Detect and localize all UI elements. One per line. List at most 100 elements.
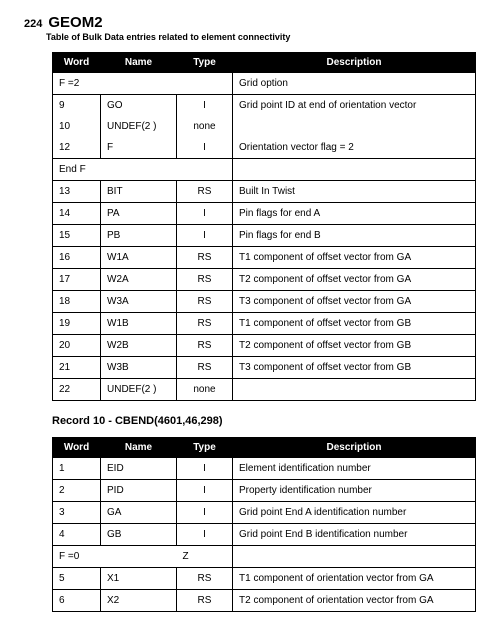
th-name: Name	[101, 438, 177, 458]
cell-desc: T1 component of offset vector from GA	[233, 247, 476, 269]
page-number: 224	[24, 18, 42, 30]
cell-type: RS	[177, 181, 233, 203]
table-row: 19 W1B RS T1 component of offset vector …	[53, 313, 476, 335]
th-word: Word	[53, 53, 101, 73]
cell-name: UNDEF(2 )	[101, 379, 177, 401]
cell-name: W1B	[101, 313, 177, 335]
cell-desc: Pin flags for end B	[233, 225, 476, 247]
group-spacer	[101, 159, 177, 181]
table-row: 18 W3A RS T3 component of offset vector …	[53, 291, 476, 313]
cell-word: 14	[53, 203, 101, 225]
cell-word: 18	[53, 291, 101, 313]
cell-type: I	[177, 480, 233, 502]
group-spacer	[177, 159, 233, 181]
cell-desc: T2 component of offset vector from GB	[233, 335, 476, 357]
table-cbend: Word Name Type Description 1 EID I Eleme…	[52, 437, 476, 612]
table-row: 21 W3B RS T3 component of offset vector …	[53, 357, 476, 379]
table-row: 4 GB I Grid point End B identification n…	[53, 524, 476, 546]
cell-desc: Grid point End B identification number	[233, 524, 476, 546]
cell-name: X1	[101, 568, 177, 590]
cell-type: I	[177, 225, 233, 247]
cell-word: 6	[53, 590, 101, 612]
th-desc: Description	[233, 53, 476, 73]
cell-word: 20	[53, 335, 101, 357]
th-desc: Description	[233, 438, 476, 458]
cell-type: I	[177, 137, 233, 159]
cell-type: I	[177, 524, 233, 546]
cell-type: RS	[177, 357, 233, 379]
cell-word: 3	[53, 502, 101, 524]
group-right: Z	[177, 546, 233, 568]
cell-type: I	[177, 458, 233, 480]
group-spacer	[233, 159, 476, 181]
cell-name: PB	[101, 225, 177, 247]
table-row: 20 W2B RS T2 component of offset vector …	[53, 335, 476, 357]
cell-desc: Grid point End A identification number	[233, 502, 476, 524]
cell-name: W2B	[101, 335, 177, 357]
cell-name: BIT	[101, 181, 177, 203]
table-row: 17 W2A RS T2 component of offset vector …	[53, 269, 476, 291]
table-row: 3 GA I Grid point End A identification n…	[53, 502, 476, 524]
table-row: 14 PA I Pin flags for end A	[53, 203, 476, 225]
table-row: 6 X2 RS T2 component of orientation vect…	[53, 590, 476, 612]
group-label: End F	[53, 159, 101, 181]
cell-desc: Grid point ID at end of orientation vect…	[233, 95, 476, 117]
cell-name: PID	[101, 480, 177, 502]
cell-word: 12	[53, 137, 101, 159]
table-row: 1 EID I Element identification number	[53, 458, 476, 480]
record-title: Record 10 - CBEND(4601,46,298)	[52, 415, 476, 427]
cell-desc: T2 component of orientation vector from …	[233, 590, 476, 612]
cell-desc: Property identification number	[233, 480, 476, 502]
header: 224 GEOM2	[24, 14, 476, 31]
cell-desc: T1 component of offset vector from GB	[233, 313, 476, 335]
group-spacer	[101, 73, 177, 95]
cell-word: 1	[53, 458, 101, 480]
th-name: Name	[101, 53, 177, 73]
cell-type: RS	[177, 335, 233, 357]
table-header-row: Word Name Type Description	[53, 53, 476, 73]
cell-type: RS	[177, 313, 233, 335]
cell-type: RS	[177, 568, 233, 590]
cell-type: I	[177, 95, 233, 117]
cell-desc	[233, 116, 476, 137]
table-header-row: Word Name Type Description	[53, 438, 476, 458]
table-row: 2 PID I Property identification number	[53, 480, 476, 502]
cell-type: RS	[177, 291, 233, 313]
cell-type: RS	[177, 247, 233, 269]
cell-type: I	[177, 502, 233, 524]
table-row: 12 F I Orientation vector flag = 2	[53, 137, 476, 159]
cell-name: UNDEF(2 )	[101, 116, 177, 137]
group-spacer	[101, 546, 177, 568]
group-spacer	[233, 546, 476, 568]
table-row: 10 UNDEF(2 ) none	[53, 116, 476, 137]
table-row: 16 W1A RS T1 component of offset vector …	[53, 247, 476, 269]
table-row: 22 UNDEF(2 ) none	[53, 379, 476, 401]
group-row-f0: F =0 Z	[53, 546, 476, 568]
group-spacer	[177, 73, 233, 95]
group-label: F =0	[53, 546, 101, 568]
th-type: Type	[177, 438, 233, 458]
section-subtitle: Table of Bulk Data entries related to el…	[46, 32, 476, 42]
cell-desc: Built In Twist	[233, 181, 476, 203]
cell-word: 5	[53, 568, 101, 590]
cell-name: GB	[101, 524, 177, 546]
group-row-endf: End F	[53, 159, 476, 181]
th-word: Word	[53, 438, 101, 458]
cell-name: EID	[101, 458, 177, 480]
cell-word: 19	[53, 313, 101, 335]
cell-word: 15	[53, 225, 101, 247]
cell-name: PA	[101, 203, 177, 225]
cell-desc: Orientation vector flag = 2	[233, 137, 476, 159]
page: 224 GEOM2 Table of Bulk Data entries rel…	[0, 0, 500, 630]
cell-name: F	[101, 137, 177, 159]
table-geom2: Word Name Type Description F =2 Grid opt…	[52, 52, 476, 401]
cell-name: X2	[101, 590, 177, 612]
cell-word: 2	[53, 480, 101, 502]
cell-type: I	[177, 203, 233, 225]
table-row: 15 PB I Pin flags for end B	[53, 225, 476, 247]
cell-desc: T3 component of offset vector from GA	[233, 291, 476, 313]
cell-name: W1A	[101, 247, 177, 269]
cell-word: 22	[53, 379, 101, 401]
cell-name: W2A	[101, 269, 177, 291]
cell-word: 16	[53, 247, 101, 269]
